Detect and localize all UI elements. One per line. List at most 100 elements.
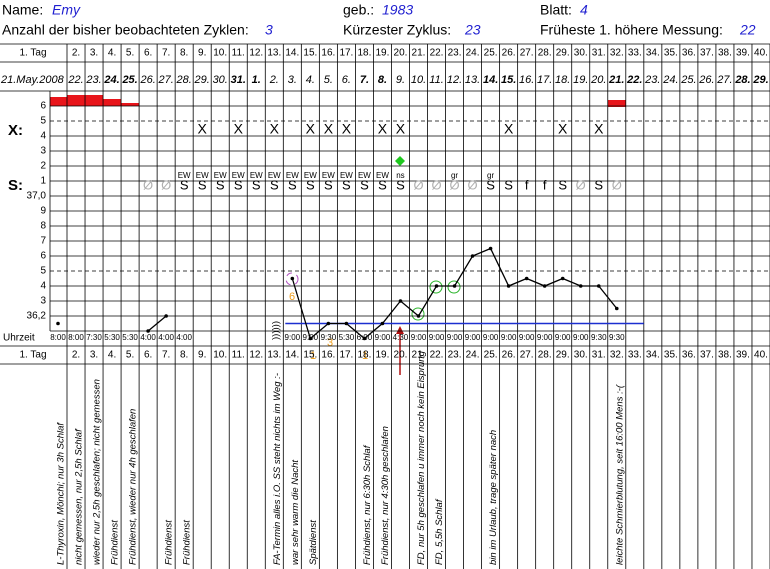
note: Frühdienst, wieder nur 4h geschlafen (128, 409, 139, 565)
date: 29. (752, 74, 768, 86)
bleeding (50, 97, 67, 106)
annotation: )))))) (271, 321, 282, 340)
time: 4:00 (140, 333, 156, 342)
date: 24. (662, 74, 678, 86)
temp-label: 6 (40, 251, 46, 262)
s-top: EW (322, 171, 335, 180)
note: Frühdienst (164, 520, 175, 565)
day-number: 33. (628, 48, 642, 59)
date: 26. (698, 74, 714, 86)
x-mark: X (504, 121, 514, 137)
day-number: 3. (90, 350, 98, 361)
s-mark: Ø (413, 177, 423, 192)
date: 12. (447, 74, 462, 86)
day-number: 9. (198, 350, 206, 361)
s-mark: S (378, 177, 387, 192)
date: 10. (411, 74, 426, 86)
date: 5. (324, 74, 333, 86)
s-mark: S (180, 177, 189, 192)
temp-label: 7 (40, 236, 46, 247)
date: 18. (555, 74, 570, 86)
day-number: 12. (249, 48, 263, 59)
time: 9:00 (465, 333, 481, 342)
row-label: 1 (40, 176, 46, 187)
temp-point (488, 246, 493, 251)
s-mark: S (252, 177, 261, 192)
day-number: 6. (144, 350, 152, 361)
s-top: EW (250, 171, 263, 180)
date: 20. (590, 74, 606, 86)
day-number: 13. (267, 48, 281, 59)
day-number: 17. (339, 48, 353, 59)
day-number: 2. (72, 350, 80, 361)
time: 5:30 (339, 333, 355, 342)
s-mark: S (288, 177, 297, 192)
day-number: 37. (700, 350, 714, 361)
day-number: 26. (502, 350, 516, 361)
s-mark: Ø (161, 177, 171, 192)
day-number: 12. (249, 350, 263, 361)
note: war sehr warm die Nacht (290, 460, 301, 565)
temp-label: 9 (40, 206, 46, 217)
time: 4:00 (176, 333, 192, 342)
day-number: 39. (736, 350, 750, 361)
s-top: EW (178, 171, 191, 180)
x-label: X: (8, 122, 23, 139)
day-number: 33. (628, 350, 642, 361)
date: 21.May.2008 (0, 74, 65, 86)
date: 9. (396, 74, 405, 86)
earliest-label: Früheste 1. höhere Messung: (540, 22, 723, 38)
date: 1. (252, 74, 261, 86)
shortest-label: Kürzester Zyklus: (343, 22, 451, 38)
note: Frühdienst, nur 6:30h Schlaf (362, 444, 373, 565)
note: Frühdienst, nur 4:30h geschlafen (380, 426, 391, 565)
temp-point (380, 321, 385, 326)
time: 9:00 (411, 333, 427, 342)
time: 8:00 (68, 333, 84, 342)
circle-mark (411, 307, 425, 321)
bleeding (121, 103, 139, 106)
time: 9:30 (321, 333, 337, 342)
day-number: 22. (430, 48, 444, 59)
day-number: 23. (448, 48, 462, 59)
date: 25. (680, 74, 696, 86)
day-number: 25. (484, 48, 498, 59)
day-number: 5. (126, 48, 134, 59)
temp-point (434, 284, 439, 288)
day-number: 29. (556, 48, 570, 59)
day-number: 19. (375, 350, 389, 361)
day-number: 30. (574, 350, 588, 361)
date: 30. (213, 74, 228, 86)
date: 13. (465, 74, 480, 86)
day-number: 8. (180, 350, 188, 361)
day-number: 3. (90, 48, 98, 59)
date: 28. (734, 74, 750, 86)
annotation: 1 (310, 350, 316, 362)
date: 21. (608, 74, 624, 86)
bleeding (103, 99, 121, 106)
date: 8. (378, 74, 387, 86)
day-number: 20. (394, 48, 408, 59)
s-mark: f (543, 177, 547, 192)
day-number: 8. (180, 48, 188, 59)
day-number: 32. (610, 48, 624, 59)
blatt-label: Blatt: (540, 2, 572, 18)
temp-point (578, 284, 583, 288)
date: 22. (67, 74, 83, 86)
row-label: 6 (40, 101, 46, 112)
x-mark: X (378, 121, 388, 137)
cycles: 3 (265, 22, 273, 38)
s-top: gr (487, 171, 494, 180)
date: 24. (103, 74, 119, 86)
cycles-label: Anzahl der bisher beobachteten Zyklen: (2, 22, 249, 38)
day-number: 20. (394, 350, 408, 361)
blatt: 4 (580, 2, 588, 18)
day-number: 22. (430, 350, 444, 361)
s-top: EW (304, 171, 317, 180)
date: 22. (626, 74, 642, 86)
time: 9:30 (609, 333, 625, 342)
s-mark: S (486, 177, 495, 192)
time: 5:30 (122, 333, 138, 342)
time-label: Uhrzeit (3, 333, 35, 344)
time: 7:30 (86, 333, 102, 342)
